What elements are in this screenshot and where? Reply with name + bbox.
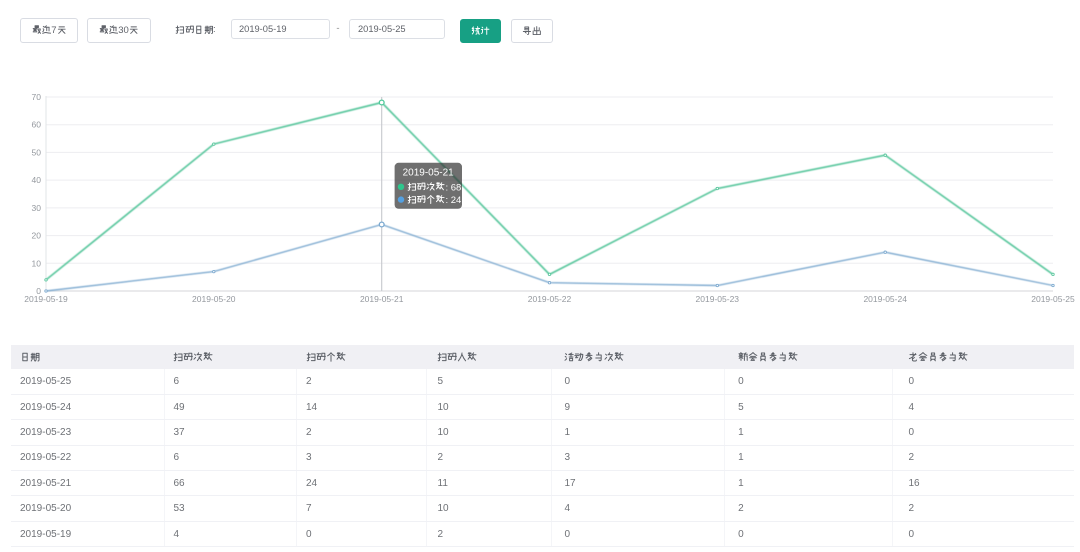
svg-text:2019-05-21: 2019-05-21 xyxy=(360,294,404,304)
svg-text:2019-05-24: 2019-05-24 xyxy=(863,294,907,304)
svg-text:2019-05-19: 2019-05-19 xyxy=(24,294,68,304)
svg-text:30: 30 xyxy=(32,203,42,213)
svg-text:2019-05-23: 2019-05-23 xyxy=(696,294,740,304)
svg-text:70: 70 xyxy=(32,92,42,102)
svg-text:2019-05-25: 2019-05-25 xyxy=(1031,294,1075,304)
svg-text:10: 10 xyxy=(32,258,42,268)
svg-text:2019-05-21: 2019-05-21 xyxy=(403,168,455,179)
svg-text:60: 60 xyxy=(32,120,42,130)
svg-text:2019-05-22: 2019-05-22 xyxy=(528,294,572,304)
svg-text:50: 50 xyxy=(32,147,42,157)
svg-text:40: 40 xyxy=(32,175,42,185)
svg-text:: 24: : 24 xyxy=(446,195,462,206)
svg-text:2019-05-20: 2019-05-20 xyxy=(192,294,236,304)
svg-text:20: 20 xyxy=(32,231,42,241)
svg-text:: 68: : 68 xyxy=(446,182,462,193)
svg-text:0: 0 xyxy=(36,286,41,296)
